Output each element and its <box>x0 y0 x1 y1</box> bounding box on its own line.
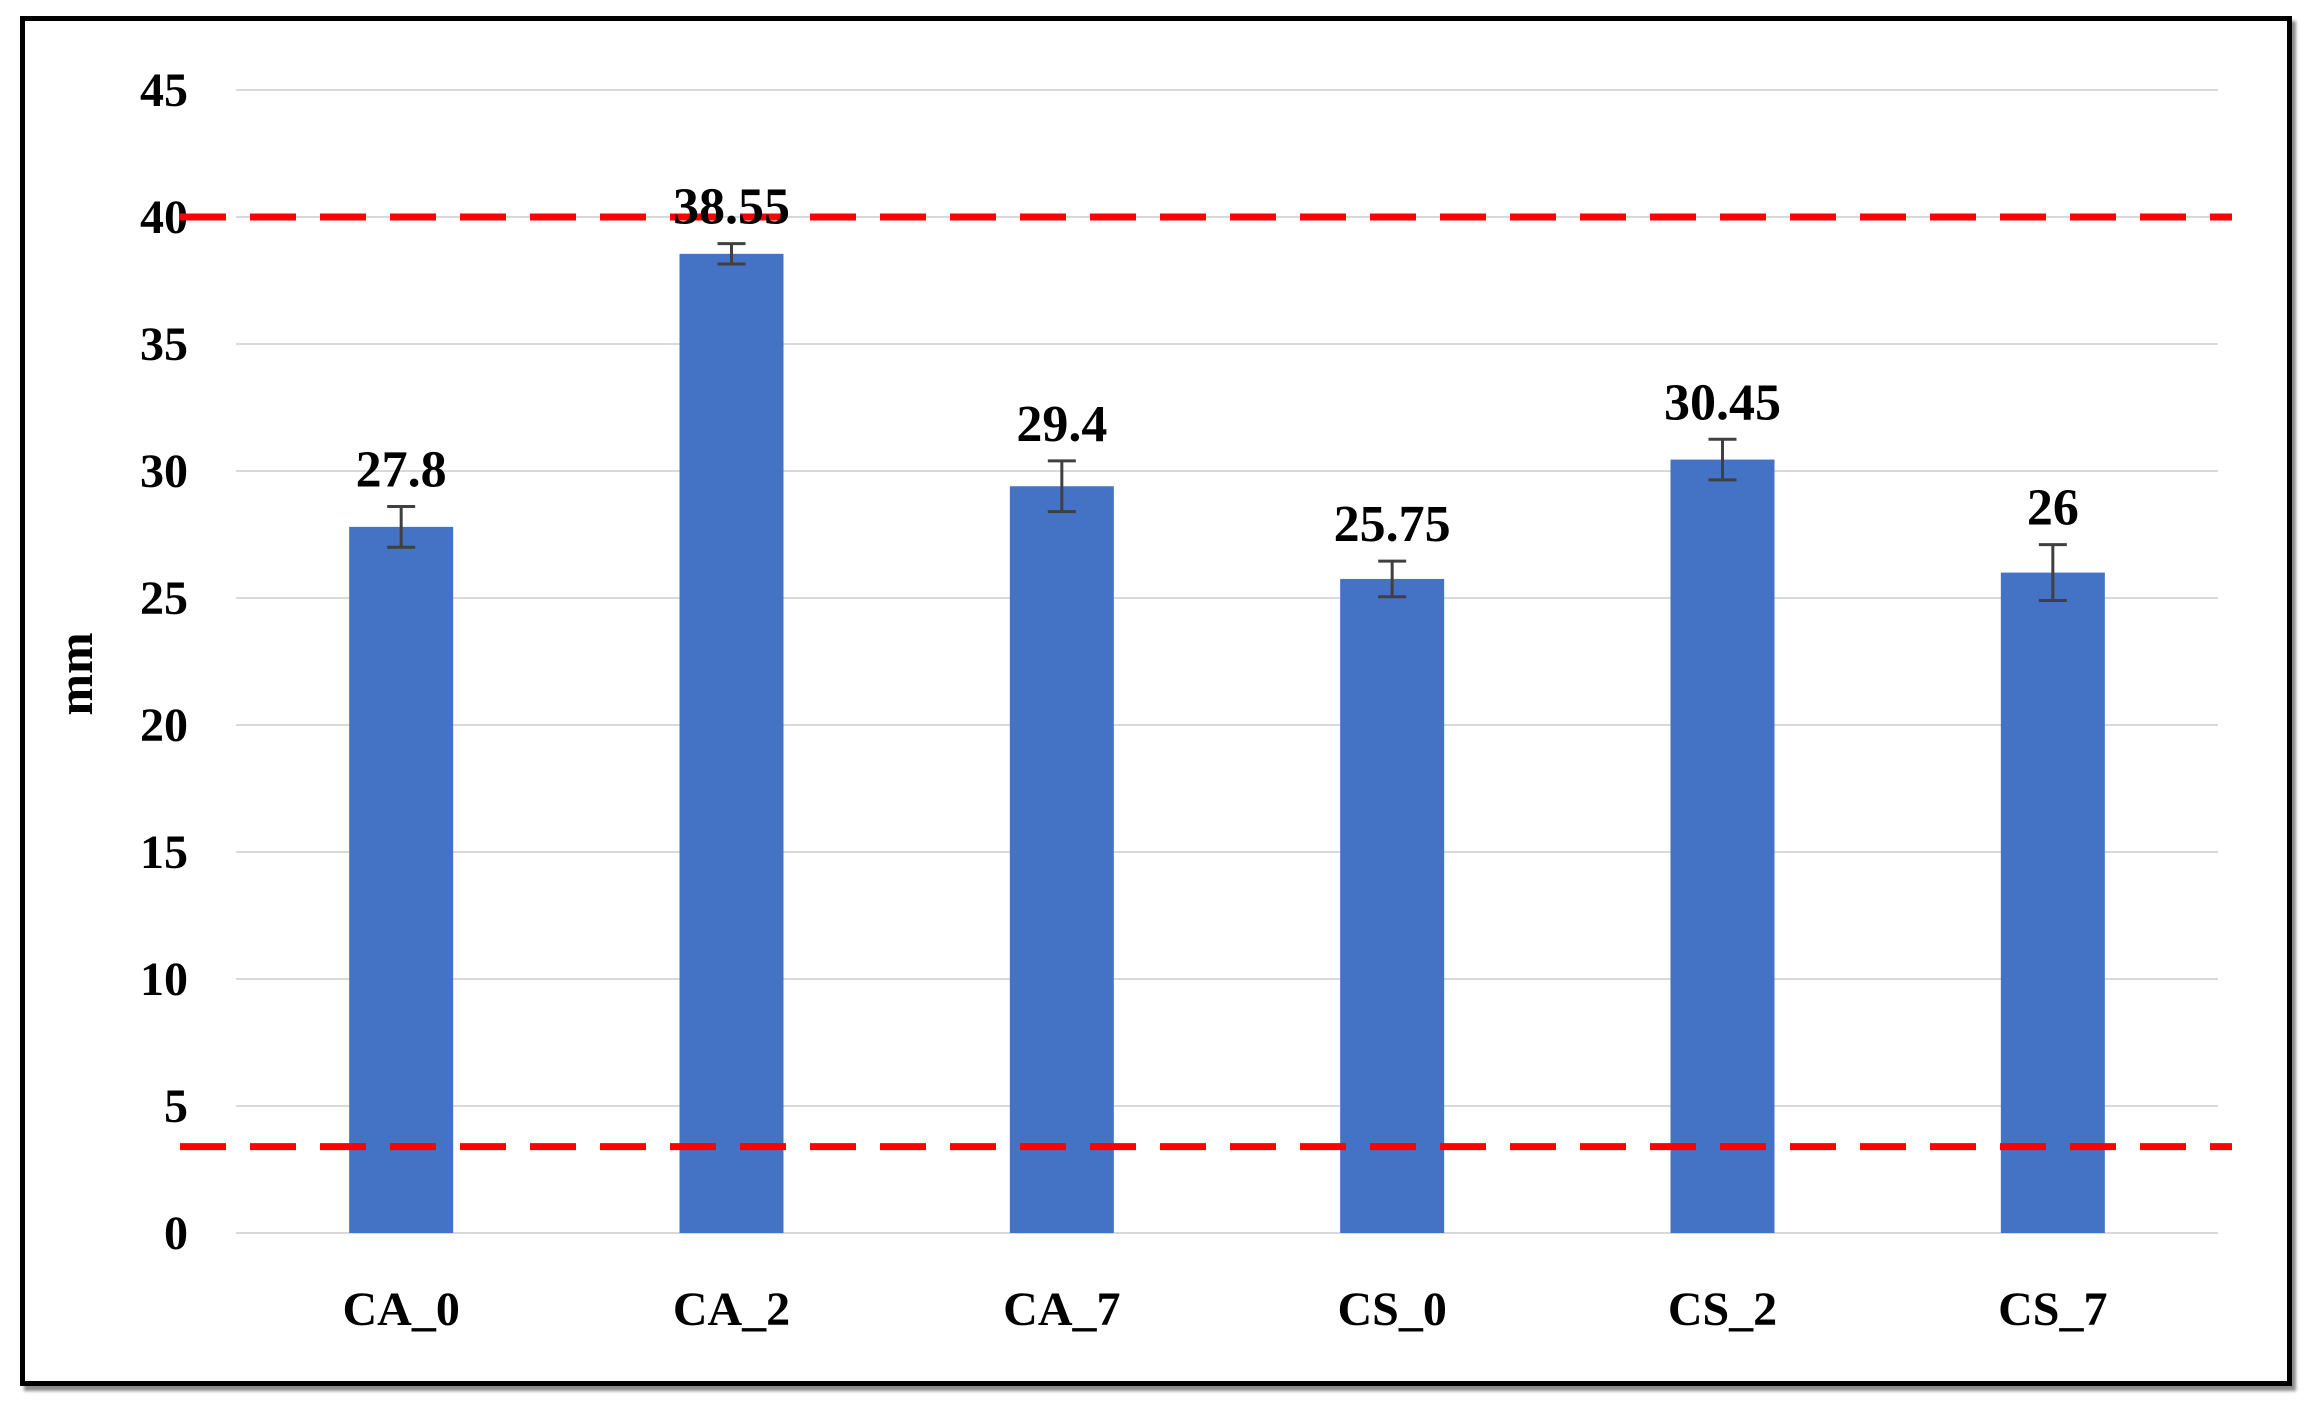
bar-cs-7 <box>2000 572 2105 1233</box>
data-labels: 27.8 38.55 29.4 25.75 30.45 26 <box>356 179 2079 553</box>
error-bar <box>1378 559 1407 599</box>
error-bar <box>717 242 746 266</box>
error-bar <box>2038 543 2067 603</box>
error-bar <box>387 505 416 549</box>
x-tick-label: CA_2 <box>673 1283 790 1336</box>
bar-ca-7 <box>1009 486 1114 1233</box>
data-label: 26 <box>2027 480 2079 537</box>
y-tick-label: 0 <box>164 1207 188 1260</box>
x-tick-label: CS_0 <box>1337 1283 1446 1336</box>
reference-lines <box>180 213 2232 1151</box>
y-tick-label: 35 <box>140 318 188 371</box>
y-tick-label: 15 <box>140 826 188 879</box>
x-tick-label: CS_7 <box>1998 1283 2107 1336</box>
data-label: 38.55 <box>673 179 790 236</box>
x-tick-label: CS_2 <box>1668 1283 1777 1336</box>
y-tick-label: 5 <box>164 1080 188 1133</box>
error-bar <box>1708 437 1737 482</box>
y-tick-label: 30 <box>140 445 188 498</box>
error-bar <box>1047 459 1076 514</box>
y-tick-label: 10 <box>140 953 188 1006</box>
x-tick-label: CA_0 <box>343 1283 460 1336</box>
x-axis-tick-labels: CA_0 CA_2 CA_7 CS_0 CS_2 CS_7 <box>343 1283 2108 1336</box>
bar-cs-2 <box>1670 459 1775 1233</box>
bars <box>349 253 2105 1233</box>
data-label: 25.75 <box>1334 496 1451 553</box>
data-label: 30.45 <box>1664 374 1781 431</box>
data-label: 27.8 <box>356 442 447 499</box>
bar-ca-2 <box>679 253 784 1233</box>
data-label: 29.4 <box>1016 396 1107 453</box>
bar-ca-0 <box>349 526 454 1233</box>
gridlines <box>236 89 2218 1234</box>
y-tick-label: 25 <box>140 572 188 625</box>
y-tick-label: 45 <box>140 64 188 117</box>
y-axis-title: mm <box>47 632 103 715</box>
bar-cs-0 <box>1340 578 1445 1233</box>
x-tick-label: CA_7 <box>1003 1283 1120 1336</box>
error-bars <box>387 242 2067 603</box>
y-tick-label: 20 <box>140 699 188 752</box>
